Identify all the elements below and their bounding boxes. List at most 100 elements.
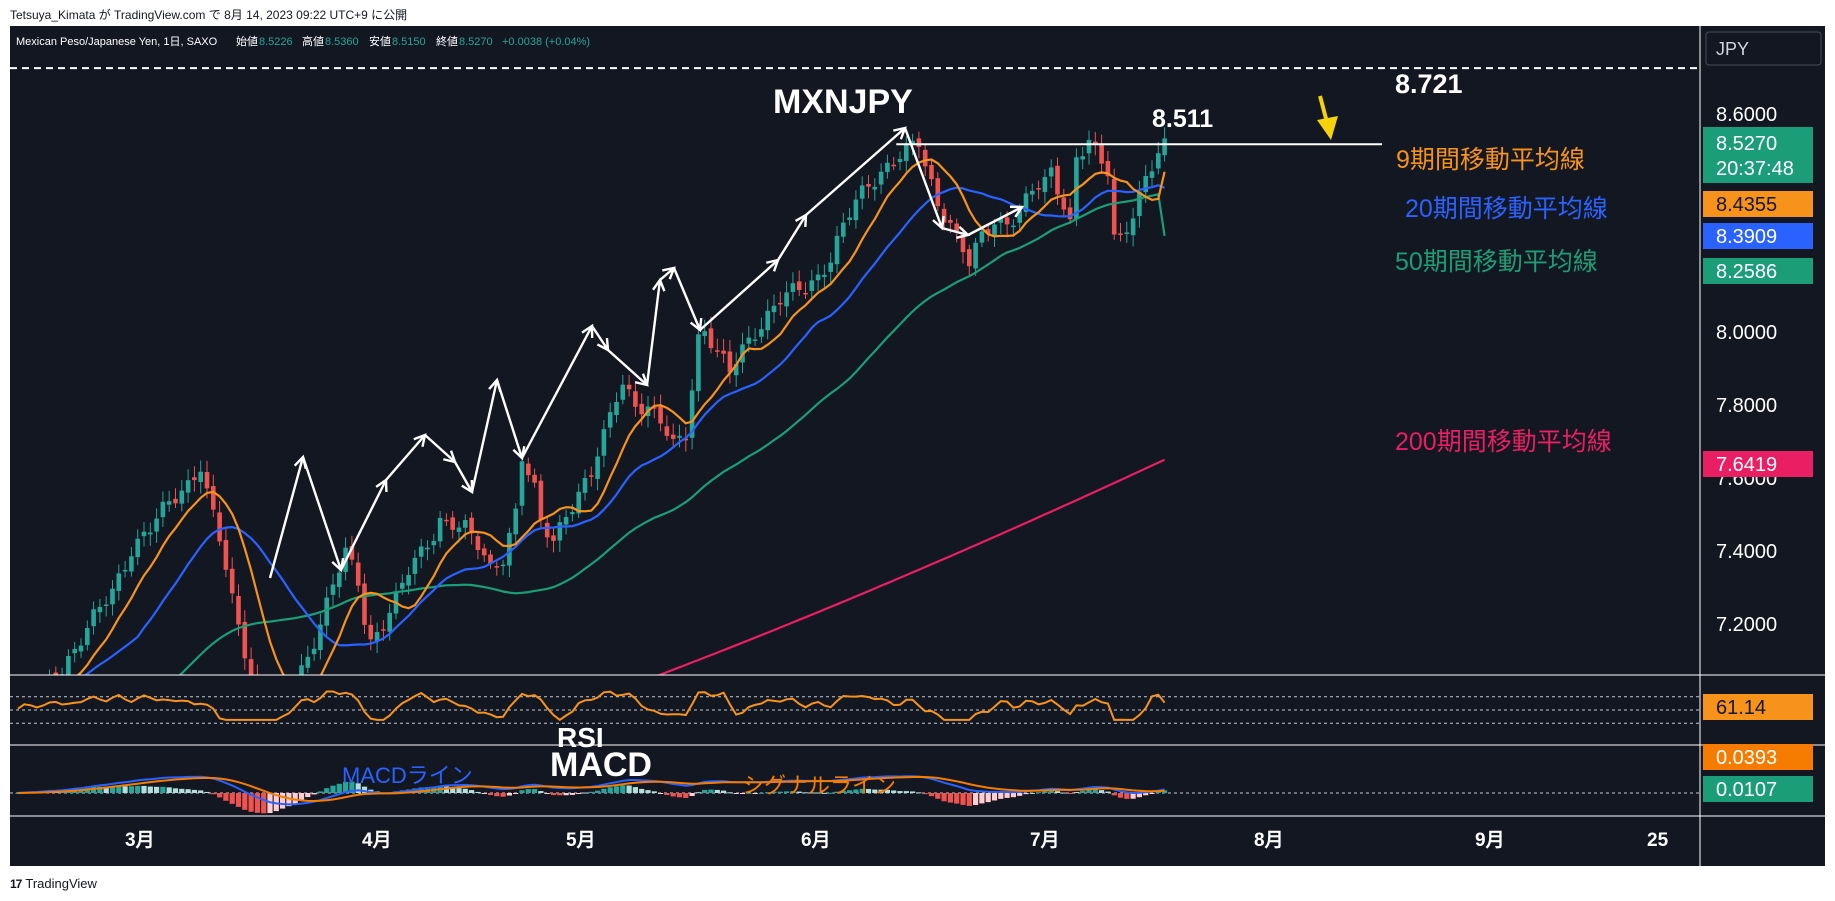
ma50-badge xyxy=(1703,258,1813,284)
macd-histogram-bar xyxy=(727,792,733,794)
macd-histogram-bar xyxy=(1017,793,1023,796)
macd-histogram-bar xyxy=(796,791,802,793)
candle-body xyxy=(513,508,518,535)
annotation-arrows xyxy=(268,126,1025,579)
tradingview-mark-icon: 17 xyxy=(10,876,22,891)
candle-body xyxy=(872,186,878,190)
candle-body xyxy=(1061,197,1067,210)
macd-histogram-bar xyxy=(588,791,594,793)
macd-histogram-bar xyxy=(639,788,645,793)
macd-histogram-bar xyxy=(670,793,676,797)
macd-histogram-bar xyxy=(273,793,279,812)
y-tick-label: 7.2000 xyxy=(1716,614,1777,636)
ma200-line xyxy=(656,458,1166,675)
macd-histogram-bar xyxy=(576,793,582,794)
macd-histogram-bar xyxy=(97,786,103,793)
macd-histogram-bar xyxy=(903,791,909,793)
candle-body xyxy=(992,224,997,237)
macd-histogram-bar xyxy=(651,791,657,793)
candle-body xyxy=(803,292,808,295)
candle-body xyxy=(809,280,815,291)
macd-histogram-bar xyxy=(191,789,197,793)
candle-body xyxy=(822,274,827,277)
candle-body xyxy=(828,262,833,272)
legend-symbol: Mexican Peso/Japanese Yen, 1日, SAXO xyxy=(16,36,218,48)
swing-arrow xyxy=(672,267,702,331)
macd-histogram-bar xyxy=(1092,789,1098,793)
ma50-badge-value: 8.2586 xyxy=(1716,261,1777,283)
tradingview-wordmark: TradingView xyxy=(25,876,97,891)
candle-body xyxy=(469,517,474,534)
macd-histogram-bar xyxy=(141,785,147,793)
macd-histogram-bar xyxy=(563,793,569,796)
x-tick-label: 7月 xyxy=(1030,830,1060,851)
macd-histogram-bar xyxy=(891,790,897,793)
macd-label: MACD xyxy=(550,746,652,784)
macd-histogram-bar xyxy=(815,792,821,794)
rsi-badge xyxy=(1703,694,1813,720)
candle-body xyxy=(683,438,689,441)
macd-histogram-bar xyxy=(676,793,683,798)
macd-histogram-bar xyxy=(954,793,960,804)
candle-body xyxy=(948,219,953,223)
candle-body xyxy=(248,659,254,675)
candle-body xyxy=(589,475,594,477)
swing-arrow xyxy=(659,267,675,281)
candle-body xyxy=(815,274,821,281)
candle-body xyxy=(910,140,915,144)
candle-body xyxy=(765,310,770,331)
macd-histogram-bar xyxy=(506,793,512,796)
candle-body xyxy=(652,407,657,409)
rsi-pane xyxy=(10,690,1700,724)
legend-low: 8.5150 xyxy=(392,36,426,48)
macd-histogram-bar xyxy=(1130,793,1136,799)
x-tick-label: 6月 xyxy=(801,830,831,851)
candle-body xyxy=(330,584,336,595)
tradingview-logo[interactable]: 17 TradingView xyxy=(10,876,97,891)
candle-body xyxy=(538,480,544,520)
candle-body xyxy=(425,547,430,550)
macd-histogram-bar xyxy=(752,793,758,794)
macd-histogram-bar xyxy=(355,783,361,793)
macd-histogram-bar xyxy=(966,793,972,806)
candle-body xyxy=(1130,218,1136,236)
macd-histogram-bar xyxy=(443,786,449,793)
candle-body xyxy=(456,527,462,532)
candle-body xyxy=(1030,190,1035,195)
signal-badge xyxy=(1703,776,1813,802)
candle-body xyxy=(702,331,707,337)
macd-histogram-bar xyxy=(620,785,626,793)
macd-histogram-bar xyxy=(1029,792,1035,794)
macd-pane xyxy=(10,775,1700,814)
macd-histogram-bar xyxy=(1080,790,1086,793)
candle-body xyxy=(973,242,978,269)
legend-close-label: 終値 xyxy=(436,34,458,48)
macd-histogram-bar xyxy=(1010,793,1016,798)
legend-high: 8.5360 xyxy=(325,36,359,48)
countdown-value: 20:37:48 xyxy=(1716,158,1794,180)
macd-histogram-bar xyxy=(229,793,235,804)
macd-histogram-bar xyxy=(462,788,468,793)
candle-body xyxy=(488,554,493,564)
currency-box[interactable] xyxy=(1705,31,1822,66)
macd-histogram-bar xyxy=(330,785,336,793)
candle-body xyxy=(66,656,71,675)
signal-badge-value: 0.0107 xyxy=(1716,779,1777,801)
macd-histogram-bar xyxy=(160,786,166,793)
candle-body xyxy=(173,498,178,504)
macd-histogram-bar xyxy=(632,787,638,793)
macd-histogram-bar xyxy=(746,792,752,794)
candle-body xyxy=(1086,139,1092,154)
candle-body xyxy=(412,557,418,574)
candle-body xyxy=(103,604,109,607)
x-tick-label: 5月 xyxy=(566,830,596,851)
candle-body xyxy=(1017,210,1022,223)
macd-histogram-bar xyxy=(979,793,985,804)
candle-body xyxy=(1118,233,1123,235)
macd-histogram-bar xyxy=(991,793,998,801)
macd-histogram-bar xyxy=(166,787,172,793)
macd-histogram-bar xyxy=(475,791,481,793)
macd-histogram-bar xyxy=(1105,791,1111,793)
candle-body xyxy=(841,222,846,237)
